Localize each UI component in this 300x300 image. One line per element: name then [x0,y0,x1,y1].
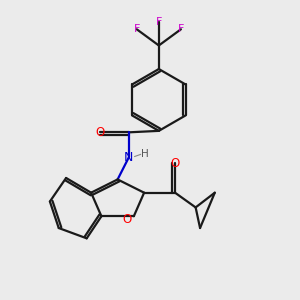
Text: O: O [95,126,105,139]
Text: H: H [141,149,149,159]
Text: F: F [134,24,140,34]
Text: N: N [124,151,134,164]
Text: F: F [156,17,162,27]
Text: F: F [178,24,184,34]
Text: O: O [123,213,132,226]
Text: O: O [170,157,180,170]
